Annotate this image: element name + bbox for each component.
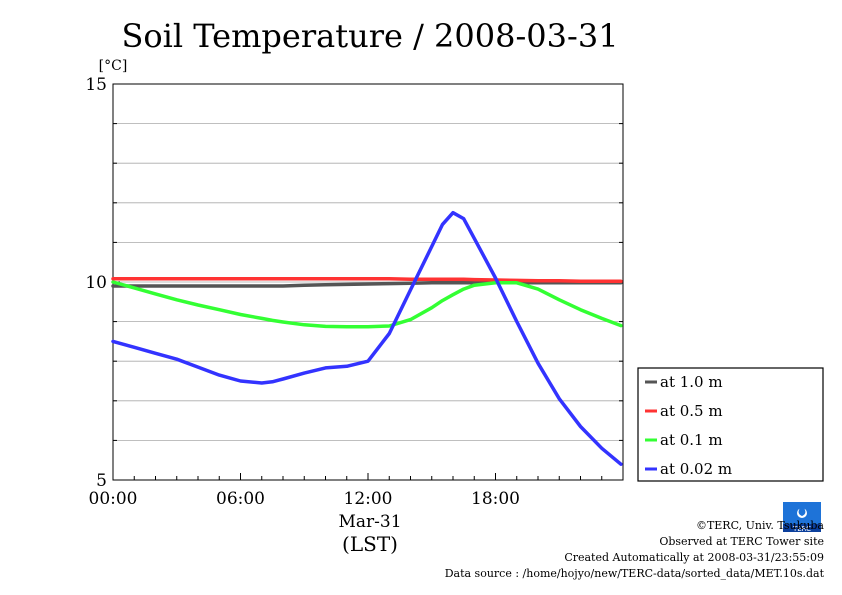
y-tick-label: 10 bbox=[85, 273, 107, 293]
y-tick-label: 15 bbox=[85, 75, 107, 95]
legend-label: at 1.0 m bbox=[660, 373, 723, 391]
legend: at 1.0 m at 0.5 m at 0.1 m at 0.02 m bbox=[637, 367, 824, 482]
y-tick-label: 5 bbox=[96, 471, 107, 491]
axis-ticks: 00:00 06:00 12:00 18:00 5 10 15 bbox=[85, 75, 624, 509]
data-source-text: Data source : /home/hojyo/new/TERC-data/… bbox=[444, 567, 824, 580]
x-tick-label: 06:00 bbox=[216, 489, 265, 509]
series-lines bbox=[111, 210, 623, 466]
series-line bbox=[111, 281, 623, 288]
y-axis-label: [°C] bbox=[99, 58, 128, 74]
chart-title: Soil Temperature / 2008-03-31 bbox=[121, 17, 618, 55]
copyright-text: ©TERC, Univ. Tsukuba bbox=[695, 519, 824, 532]
terc-logo: TERC bbox=[783, 502, 821, 533]
series-line bbox=[111, 210, 623, 466]
series-line bbox=[111, 277, 623, 283]
x-tick-label: 12:00 bbox=[344, 489, 393, 509]
created-timestamp-text: Created Automatically at 2008-03-31/23:5… bbox=[564, 551, 824, 564]
x-axis-unit-label: (LST) bbox=[342, 532, 398, 556]
legend-box bbox=[637, 367, 824, 482]
grid-lines bbox=[113, 123, 623, 441]
series-line bbox=[111, 280, 623, 329]
x-tick-label: 18:00 bbox=[471, 489, 520, 509]
footer-info: ©TERC, Univ. Tsukuba Observed at TERC To… bbox=[445, 518, 824, 582]
x-axis-date-label: Mar-31 bbox=[338, 512, 401, 532]
observation-site-text: Observed at TERC Tower site bbox=[659, 535, 824, 548]
legend-label: at 0.5 m bbox=[660, 402, 723, 420]
terc-logo-text: TERC bbox=[792, 525, 811, 533]
x-tick-label: 00:00 bbox=[89, 489, 138, 509]
legend-label: at 0.1 m bbox=[660, 431, 723, 449]
legend-label: at 0.02 m bbox=[660, 460, 732, 478]
